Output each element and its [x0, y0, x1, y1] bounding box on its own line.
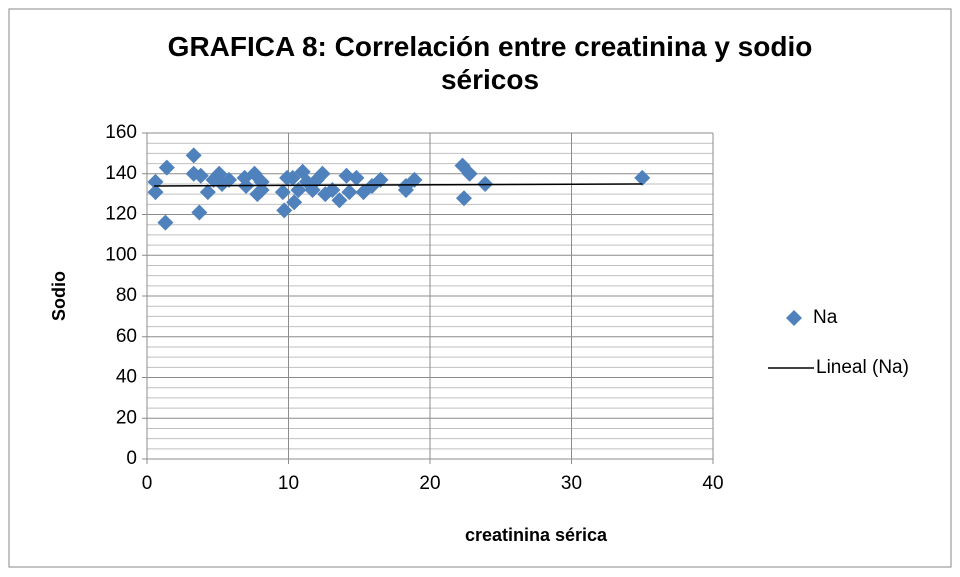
- scatter-point: [455, 190, 472, 207]
- legend-label: Na: [813, 307, 838, 328]
- chart-title: GRAFICA 8: Correlación entre creatinina …: [167, 31, 813, 95]
- y-tick-label: 40: [116, 367, 137, 388]
- y-axis-label: Sodio: [49, 271, 69, 321]
- scatter-point: [286, 194, 303, 211]
- y-tick-label: 140: [105, 163, 137, 184]
- scatter-point: [397, 182, 414, 199]
- trend-line: [154, 183, 643, 187]
- x-tick-label: 0: [142, 473, 153, 494]
- y-tick-label: 80: [116, 285, 137, 306]
- scatter-point: [314, 165, 331, 182]
- scatter-point: [221, 171, 238, 188]
- y-tick-label: 60: [116, 326, 137, 347]
- scatter-point: [158, 159, 175, 176]
- scatter-point: [324, 182, 341, 199]
- x-tick-label: 40: [702, 473, 723, 494]
- scatter-point: [372, 171, 389, 188]
- legend-label: Lineal (Na): [816, 357, 909, 378]
- scatter-point: [634, 169, 651, 186]
- scatter-point: [406, 171, 423, 188]
- scatter-point: [147, 184, 164, 201]
- scatter-point: [348, 169, 365, 186]
- x-axis-label: creatinina sérica: [465, 525, 608, 545]
- scatter-point: [341, 184, 358, 201]
- scatter-point: [185, 147, 202, 164]
- y-tick-label: 120: [105, 204, 137, 225]
- scatter-point: [157, 214, 174, 231]
- y-tick-label: 20: [116, 407, 137, 428]
- scatter-point: [284, 169, 301, 186]
- scatter-point: [246, 165, 263, 182]
- x-tick-label: 20: [419, 473, 440, 494]
- scatter-point: [199, 184, 216, 201]
- y-tick-label: 160: [105, 122, 137, 143]
- legend-marker: [786, 310, 802, 326]
- scatter-point: [276, 202, 293, 219]
- scatter-point: [331, 192, 348, 209]
- scatter-point: [191, 204, 208, 221]
- y-tick-label: 0: [126, 448, 137, 469]
- chart-border: [8, 8, 952, 568]
- x-tick-label: 10: [278, 473, 299, 494]
- scatter-point: [461, 165, 478, 182]
- scatter-point: [192, 167, 209, 184]
- y-tick-label: 100: [105, 244, 137, 265]
- scatter-point: [274, 184, 291, 201]
- x-tick-label: 30: [561, 473, 582, 494]
